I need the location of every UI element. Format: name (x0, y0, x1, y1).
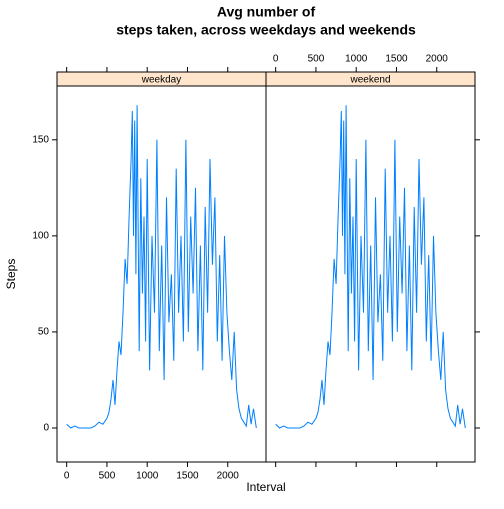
x-tick-label: 1000 (136, 471, 159, 482)
x-axis-label: Interval (246, 480, 285, 494)
y-tick-label: 0 (43, 423, 49, 434)
x-tick-label: 2000 (426, 54, 449, 65)
x-tick-label: 1000 (345, 54, 368, 65)
x-tick-label: 1500 (385, 54, 408, 65)
y-tick-label: 150 (32, 134, 49, 145)
x-tick-label: 1500 (176, 471, 199, 482)
y-tick-label: 100 (32, 231, 49, 242)
chart-title: steps taken, across weekdays and weekend… (116, 22, 416, 38)
data-line (275, 105, 466, 429)
x-tick-label: 2000 (217, 471, 240, 482)
strip-label: weekday (141, 75, 181, 86)
data-line (66, 105, 257, 429)
panel (265, 85, 476, 463)
x-tick-label: 0 (64, 471, 70, 482)
x-tick-label: 0 (273, 54, 279, 65)
y-tick-label: 50 (38, 327, 50, 338)
y-axis-label: Steps (4, 259, 18, 290)
chart-title: Avg number of (217, 4, 316, 20)
strip-label: weekend (349, 75, 390, 86)
x-tick-label: 500 (308, 54, 325, 65)
x-tick-label: 500 (99, 471, 116, 482)
